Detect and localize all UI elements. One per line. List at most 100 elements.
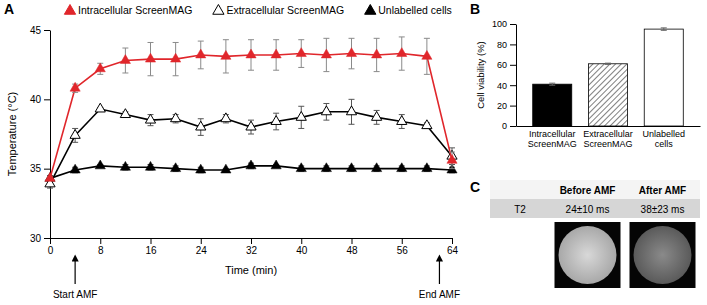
- panel-c: CBefore AMFAfter AMFT224±10 ms38±23 ms: [470, 179, 700, 288]
- series-line: [50, 109, 452, 184]
- tick-mark: [301, 238, 302, 244]
- legend: Intracellular ScreenMAG Extracellular Scr…: [64, 4, 451, 16]
- data-point: [171, 113, 181, 122]
- tick-label: 16: [145, 245, 157, 256]
- data-point: [196, 164, 206, 173]
- plot-area: [533, 28, 684, 126]
- tick-mark: [251, 238, 252, 244]
- data-point: [246, 160, 256, 169]
- x-axis: 0816243240485664: [48, 238, 459, 256]
- bar: [644, 29, 683, 126]
- tick-label: IntracellularScreenMAG: [528, 129, 577, 149]
- bar: [533, 84, 572, 126]
- data-point: [296, 48, 306, 57]
- series-line: [50, 54, 452, 179]
- x-axis-title: Time (min): [225, 264, 277, 276]
- panel-label: B: [470, 1, 480, 17]
- tick-mark: [510, 85, 516, 86]
- tick-mark: [100, 238, 101, 244]
- legend-symbol: [365, 4, 376, 14]
- data-point: [346, 163, 356, 172]
- data-point: [221, 164, 231, 173]
- data-point: [221, 113, 231, 122]
- data-point: [145, 161, 155, 170]
- tick: 80: [497, 40, 516, 50]
- tick-label: 20: [497, 101, 507, 111]
- image-phantom: [559, 226, 617, 284]
- data-point: [95, 160, 105, 169]
- tick-mark: [402, 238, 403, 244]
- data-point: [372, 163, 382, 172]
- data-point: [397, 116, 407, 125]
- data-point: [372, 111, 382, 120]
- tick-label: 0: [502, 121, 507, 131]
- data-point: [95, 103, 105, 112]
- tick-mark: [510, 44, 516, 45]
- tick-label: Unlabelledcells: [642, 129, 685, 149]
- tick: 30: [30, 233, 50, 244]
- tick: 0: [48, 238, 54, 256]
- data-point: [246, 121, 256, 130]
- data-point: [70, 164, 80, 173]
- tick-label: 32: [246, 245, 258, 256]
- tick: 40: [296, 238, 308, 256]
- data-point: [321, 106, 331, 115]
- data-point: [70, 130, 80, 139]
- annotation-arrow: [75, 258, 76, 284]
- tick: 45: [30, 25, 50, 36]
- y-axis: 020406080100: [492, 19, 517, 131]
- data-point: [447, 154, 457, 163]
- tick: ExtracellularScreenMAG: [583, 126, 633, 149]
- tick: Unlabelledcells: [642, 126, 685, 149]
- tick: 0: [502, 121, 516, 131]
- panel-label: A: [4, 1, 14, 17]
- y-axis-line: [50, 31, 51, 239]
- tick-mark: [44, 169, 50, 170]
- data-point: [372, 49, 382, 58]
- data-point: [45, 172, 55, 181]
- legend-item: Unlabelled cells: [365, 4, 452, 16]
- tick-mark: [352, 238, 353, 244]
- tick-label: 30: [30, 233, 42, 244]
- tick: 35: [30, 163, 50, 174]
- tick-label: 64: [447, 245, 459, 256]
- tick-label: 40: [296, 245, 308, 256]
- legend-symbol: [213, 4, 224, 14]
- tick: 64: [447, 238, 459, 256]
- data-point: [397, 163, 407, 172]
- legend-item: Intracellular ScreenMAG: [64, 4, 192, 16]
- table-cell: 24±10 ms: [566, 204, 610, 215]
- data-point: [95, 63, 105, 72]
- legend-item: Extracellular ScreenMAG: [213, 4, 345, 16]
- tick: 24: [196, 238, 208, 256]
- data-point: [422, 120, 432, 129]
- legend-symbol: [64, 4, 75, 14]
- tick: IntracellularScreenMAG: [528, 126, 577, 149]
- plot-area: [45, 37, 457, 188]
- data-point: [246, 49, 256, 58]
- data-point: [196, 121, 206, 130]
- table-header: After AMF: [639, 185, 686, 196]
- table-header-bg: [490, 180, 700, 199]
- table-cell: 38±23 ms: [641, 204, 685, 215]
- table-row-label: T2: [514, 204, 526, 215]
- data-point: [296, 111, 306, 120]
- data-point: [321, 49, 331, 58]
- tick-mark: [44, 30, 50, 31]
- tick: 8: [98, 238, 104, 256]
- tick-label: ExtracellularScreenMAG: [583, 129, 633, 149]
- tick-mark: [201, 238, 202, 244]
- figure: A081624324048566430354045Time (min)Tempe…: [0, 0, 707, 305]
- image-phantom: [634, 226, 692, 284]
- tick-mark: [44, 238, 50, 239]
- error-bar: [661, 28, 667, 30]
- tick: 32: [246, 238, 258, 256]
- bar: [588, 64, 627, 126]
- table-header: Before AMF: [560, 185, 616, 196]
- tick-label: 24: [196, 245, 208, 256]
- image-background: [555, 222, 621, 288]
- legend-label: Unlabelled cells: [378, 4, 452, 16]
- tick: 60: [497, 60, 516, 70]
- data-point: [221, 50, 231, 59]
- data-point: [346, 106, 356, 115]
